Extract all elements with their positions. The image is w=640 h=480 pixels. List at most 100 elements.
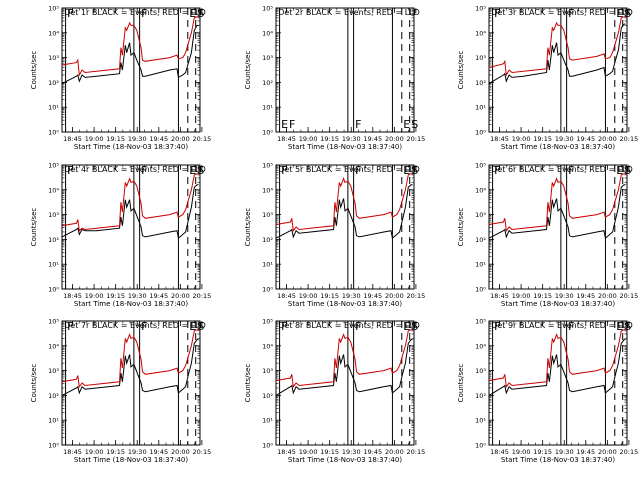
y-axis-label: Counts/sec [30, 208, 38, 247]
x-tick-label: 19:00 [299, 292, 318, 300]
y-tick-label: 10⁴ [48, 29, 59, 37]
x-tick-label: 20:15 [193, 448, 212, 456]
marker-letter: F [67, 7, 73, 20]
y-axis-label: Counts/sec [457, 51, 465, 90]
marker-letter: E [403, 320, 410, 333]
chart-panel-2: Det 2r BLACK = Events, RED = LLD 10⁰ 10¹ 10… [244, 5, 425, 152]
y-tick-label: 10¹ [262, 104, 273, 112]
y-tick-label: 10⁰ [475, 442, 486, 450]
chart-title: Det 1r BLACK = Events, RED = LLD [64, 8, 206, 17]
x-tick-label: 19:45 [576, 135, 595, 143]
x-tick-label: 19:30 [555, 292, 574, 300]
marker-letter: S [624, 164, 631, 177]
y-tick-label: 10³ [48, 367, 59, 375]
y-tick-label: 10² [48, 236, 59, 244]
marker-letter: S [624, 320, 631, 333]
plot-frame [275, 320, 415, 446]
marker-letter: E [403, 118, 410, 131]
y-axis-label: Counts/sec [244, 51, 252, 90]
marker-letter: S [197, 164, 204, 177]
x-tick-label: 19:45 [576, 292, 595, 300]
series-line-lld [488, 173, 626, 232]
x-tick-label: 18:45 [63, 135, 82, 143]
y-tick-label: 10³ [475, 211, 486, 219]
x-tick-label: 19:00 [85, 292, 104, 300]
series-line-events [488, 339, 626, 396]
x-tick-label: 20:00 [171, 292, 190, 300]
marker-letter: F [141, 7, 147, 20]
y-tick-label: 10⁴ [262, 342, 273, 350]
x-tick-label: 19:45 [149, 135, 168, 143]
x-tick-label: 19:15 [106, 448, 125, 456]
y-tick-label: 10⁰ [262, 286, 273, 294]
chart-title: Det 8r BLACK = Events, RED = LLD [278, 321, 420, 330]
marker-letter: E [616, 320, 623, 333]
chart-panel-8: Det 8r BLACK = Events, RED = LLD 10⁰ 10¹ 10… [244, 318, 425, 465]
y-tick-label: 10⁵ [262, 318, 273, 326]
chart-title: Det 9r BLACK = Events, RED = LLD [491, 321, 633, 330]
y-tick-label: 10⁴ [475, 342, 486, 350]
plot-frame [488, 164, 628, 290]
x-tick-label: 19:45 [149, 448, 168, 456]
x-axis-label: Start Time (18-Nov-03 18:37:40) [288, 456, 402, 464]
y-axis-label: Counts/sec [30, 51, 38, 90]
chart-title: Det 6r BLACK = Events, RED = LLD [491, 165, 633, 174]
x-tick-label: 20:00 [598, 135, 617, 143]
marker-letter: E [189, 320, 196, 333]
x-axis-label: Start Time (18-Nov-03 18:37:40) [74, 300, 188, 308]
x-tick-label: 19:15 [320, 135, 339, 143]
x-tick-label: 20:15 [407, 292, 426, 300]
y-tick-label: 10⁴ [48, 342, 59, 350]
plot-frame [275, 164, 415, 290]
y-tick-label: 10³ [475, 54, 486, 62]
y-tick-label: 10² [475, 79, 486, 87]
y-tick-label: 10¹ [475, 261, 486, 269]
x-tick-label: 20:15 [193, 135, 212, 143]
y-tick-label: 10³ [475, 367, 486, 375]
x-axis-label: Start Time (18-Nov-03 18:37:40) [501, 143, 615, 151]
marker-letter: E [403, 164, 410, 177]
marker-letter: F [568, 7, 574, 20]
x-axis-label: Start Time (18-Nov-03 18:37:40) [74, 456, 188, 464]
series-line-lld [275, 329, 413, 388]
y-tick-label: 10¹ [475, 104, 486, 112]
x-tick-label: 19:45 [576, 448, 595, 456]
marker-letter: S [411, 118, 418, 131]
marker-letter: F [568, 164, 574, 177]
y-tick-label: 10³ [262, 367, 273, 375]
y-tick-label: 10² [475, 392, 486, 400]
x-tick-label: 19:45 [149, 292, 168, 300]
x-tick-label: 20:00 [385, 135, 404, 143]
marker-letter: F [494, 7, 500, 20]
y-tick-label: 10⁵ [475, 5, 486, 13]
marker-letter: E [189, 7, 196, 20]
x-axis-label: Start Time (18-Nov-03 18:37:40) [288, 143, 402, 151]
y-tick-label: 10⁵ [48, 318, 59, 326]
y-tick-label: 10⁰ [475, 129, 486, 137]
plot-frame [275, 7, 415, 133]
series-line-events [488, 23, 626, 85]
y-tick-label: 10³ [48, 211, 59, 219]
y-tick-label: 10¹ [48, 417, 59, 425]
marker-letter: F [281, 164, 287, 177]
x-tick-label: 19:15 [533, 292, 552, 300]
y-tick-label: 10⁴ [475, 186, 486, 194]
plot-frame [488, 320, 628, 446]
x-tick-label: 19:00 [299, 448, 318, 456]
x-tick-label: 19:00 [512, 292, 531, 300]
plot-frame [61, 7, 201, 133]
marker-letter: F [67, 320, 73, 333]
x-tick-label: 19:15 [320, 448, 339, 456]
chart-panel-6: Det 6r BLACK = Events, RED = LLD 10⁰ 10¹ 10… [457, 162, 638, 309]
x-tick-label: 19:45 [363, 135, 382, 143]
y-tick-label: 10⁵ [48, 5, 59, 13]
x-tick-label: 19:15 [106, 135, 125, 143]
y-tick-label: 10¹ [262, 417, 273, 425]
y-tick-label: 10⁵ [262, 5, 273, 13]
y-tick-label: 10³ [262, 211, 273, 219]
marker-letter: S [624, 7, 631, 20]
x-tick-label: 20:00 [171, 135, 190, 143]
chart-title: Det 2r BLACK = Events, RED = LLD [278, 8, 420, 17]
y-tick-label: 10⁰ [48, 442, 59, 450]
